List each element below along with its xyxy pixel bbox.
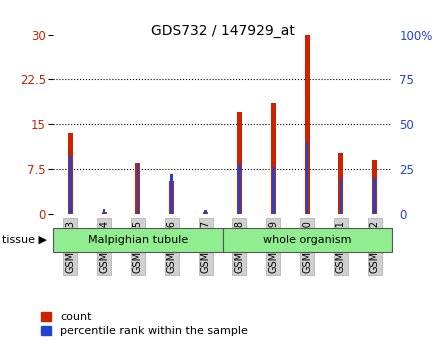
Bar — [306, 142, 308, 214]
Bar — [53, 228, 222, 252]
Bar — [238, 164, 241, 214]
Bar — [372, 160, 377, 214]
Bar — [203, 212, 208, 214]
Bar — [69, 157, 72, 214]
Bar — [237, 112, 242, 214]
Bar — [101, 212, 107, 214]
Bar — [373, 178, 376, 214]
Bar — [222, 228, 392, 252]
Bar — [338, 153, 344, 214]
Text: Malpighian tubule: Malpighian tubule — [88, 235, 188, 245]
Bar — [340, 178, 342, 214]
Bar — [169, 181, 174, 214]
Bar — [170, 175, 173, 214]
Legend: count, percentile rank within the sample: count, percentile rank within the sample — [41, 312, 248, 336]
Bar — [135, 163, 141, 214]
Bar — [271, 103, 276, 214]
Bar — [68, 133, 73, 214]
Bar — [204, 210, 207, 214]
Bar — [272, 167, 275, 214]
Bar — [137, 164, 139, 214]
Text: GDS732 / 147929_at: GDS732 / 147929_at — [150, 24, 295, 38]
Text: whole organism: whole organism — [263, 235, 351, 245]
Bar — [304, 34, 310, 214]
Text: tissue ▶: tissue ▶ — [2, 235, 47, 245]
Bar — [103, 208, 105, 214]
